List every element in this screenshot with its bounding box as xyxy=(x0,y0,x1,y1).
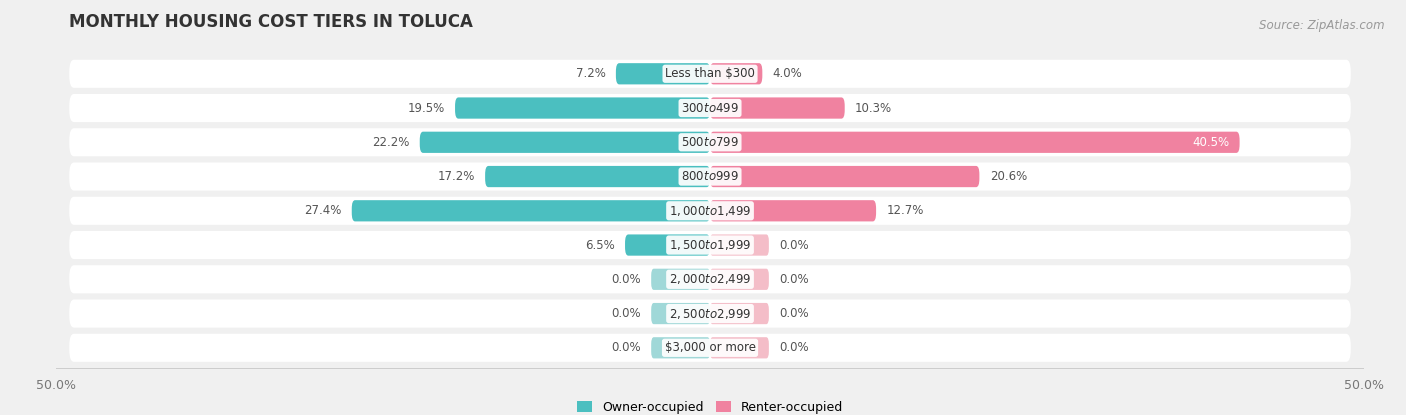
FancyBboxPatch shape xyxy=(651,337,710,359)
Text: 4.0%: 4.0% xyxy=(773,67,803,80)
FancyBboxPatch shape xyxy=(69,265,1351,293)
FancyBboxPatch shape xyxy=(710,269,769,290)
FancyBboxPatch shape xyxy=(616,63,710,84)
Text: 0.0%: 0.0% xyxy=(612,341,641,354)
FancyBboxPatch shape xyxy=(69,300,1351,327)
Text: 0.0%: 0.0% xyxy=(612,273,641,286)
Text: Source: ZipAtlas.com: Source: ZipAtlas.com xyxy=(1260,19,1385,32)
Text: $1,000 to $1,499: $1,000 to $1,499 xyxy=(669,204,751,218)
Text: $2,000 to $2,499: $2,000 to $2,499 xyxy=(669,272,751,286)
FancyBboxPatch shape xyxy=(456,98,710,119)
Text: Less than $300: Less than $300 xyxy=(665,67,755,80)
Text: $2,500 to $2,999: $2,500 to $2,999 xyxy=(669,307,751,320)
FancyBboxPatch shape xyxy=(420,132,710,153)
Text: 22.2%: 22.2% xyxy=(373,136,409,149)
Text: 0.0%: 0.0% xyxy=(779,239,808,251)
FancyBboxPatch shape xyxy=(710,200,876,222)
Text: $3,000 or more: $3,000 or more xyxy=(665,341,755,354)
FancyBboxPatch shape xyxy=(485,166,710,187)
Text: 0.0%: 0.0% xyxy=(779,341,808,354)
Text: $500 to $799: $500 to $799 xyxy=(681,136,740,149)
FancyBboxPatch shape xyxy=(710,166,980,187)
FancyBboxPatch shape xyxy=(352,200,710,222)
Text: $1,500 to $1,999: $1,500 to $1,999 xyxy=(669,238,751,252)
FancyBboxPatch shape xyxy=(69,334,1351,362)
Text: 17.2%: 17.2% xyxy=(437,170,475,183)
Text: 0.0%: 0.0% xyxy=(612,307,641,320)
FancyBboxPatch shape xyxy=(710,337,769,359)
Text: 0.0%: 0.0% xyxy=(779,307,808,320)
Text: $300 to $499: $300 to $499 xyxy=(681,102,740,115)
Text: 19.5%: 19.5% xyxy=(408,102,444,115)
Text: MONTHLY HOUSING COST TIERS IN TOLUCA: MONTHLY HOUSING COST TIERS IN TOLUCA xyxy=(69,13,474,31)
Text: 7.2%: 7.2% xyxy=(575,67,606,80)
FancyBboxPatch shape xyxy=(651,269,710,290)
FancyBboxPatch shape xyxy=(69,60,1351,88)
FancyBboxPatch shape xyxy=(69,231,1351,259)
Text: $800 to $999: $800 to $999 xyxy=(681,170,740,183)
FancyBboxPatch shape xyxy=(651,303,710,324)
FancyBboxPatch shape xyxy=(710,234,769,256)
FancyBboxPatch shape xyxy=(626,234,710,256)
Text: 12.7%: 12.7% xyxy=(887,204,924,217)
Text: 6.5%: 6.5% xyxy=(585,239,614,251)
FancyBboxPatch shape xyxy=(69,197,1351,225)
Legend: Owner-occupied, Renter-occupied: Owner-occupied, Renter-occupied xyxy=(572,396,848,415)
Text: 40.5%: 40.5% xyxy=(1192,136,1229,149)
FancyBboxPatch shape xyxy=(69,163,1351,190)
Text: 20.6%: 20.6% xyxy=(990,170,1028,183)
FancyBboxPatch shape xyxy=(710,98,845,119)
FancyBboxPatch shape xyxy=(69,128,1351,156)
FancyBboxPatch shape xyxy=(710,63,762,84)
FancyBboxPatch shape xyxy=(710,132,1240,153)
Text: 0.0%: 0.0% xyxy=(779,273,808,286)
Text: 27.4%: 27.4% xyxy=(304,204,342,217)
FancyBboxPatch shape xyxy=(710,303,769,324)
Text: 10.3%: 10.3% xyxy=(855,102,893,115)
FancyBboxPatch shape xyxy=(69,94,1351,122)
